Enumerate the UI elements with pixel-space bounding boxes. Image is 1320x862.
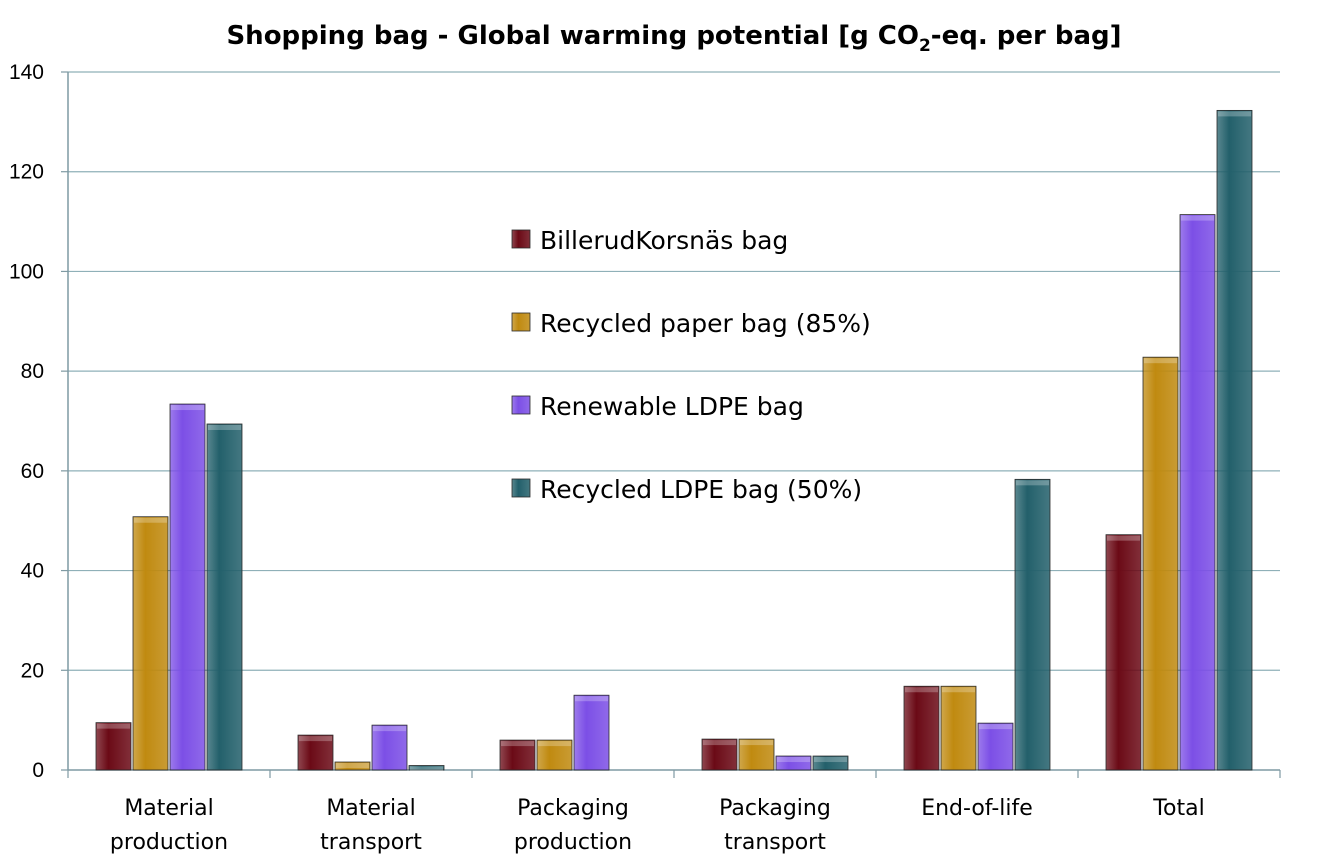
y-tick-label: 100: [9, 260, 44, 283]
bar-cap: [538, 741, 571, 747]
bar: [334, 761, 371, 771]
legend-label: Renewable LDPE bag: [540, 392, 804, 421]
bar-cap: [501, 741, 534, 747]
bar: [297, 734, 334, 771]
legend-swatch: [511, 229, 531, 249]
bar-cap: [373, 726, 406, 732]
x-category-label: Material production: [110, 796, 228, 855]
chart-title: Shopping bag - Global warming potential …: [226, 21, 1121, 56]
bar: [1142, 356, 1179, 771]
bar-cap: [410, 766, 443, 771]
bar: [573, 694, 610, 771]
bar: [132, 516, 169, 771]
title-rest: -eq. per bag]: [931, 21, 1122, 51]
x-category-label: Total: [1152, 796, 1204, 821]
y-tick-label: 0: [32, 759, 44, 782]
y-tick-label: 60: [21, 460, 44, 483]
bar: [1216, 109, 1253, 771]
y-tick-label: 20: [21, 659, 44, 682]
x-category-label: Packaging transport: [719, 796, 831, 855]
bar-cap: [134, 517, 167, 523]
bar-cap: [703, 740, 736, 746]
legend-swatch: [511, 478, 531, 498]
legend-label: BillerudKorsnäs bag: [540, 226, 788, 255]
bar-cap: [905, 687, 938, 693]
legend-swatch: [511, 312, 531, 332]
bar: [95, 722, 132, 771]
legend-label: Recycled LDPE bag (50%): [540, 475, 862, 504]
bar-cap: [1144, 358, 1177, 364]
legend: BillerudKorsnäs bag Recycled paper bag (8…: [511, 226, 871, 504]
axis-labels: 0 20 40 60 80 100 120 140 Material production Mate…: [9, 61, 1205, 855]
legend-label: Recycled paper bag (85%): [540, 309, 871, 338]
title-main: Shopping bag - Global warming potential …: [226, 21, 919, 51]
bar: [536, 739, 573, 771]
bar: [1014, 478, 1051, 771]
bar: [206, 423, 243, 771]
bar-cap: [979, 724, 1012, 730]
bar: [977, 722, 1014, 771]
bar-cap: [777, 757, 810, 763]
bar-cap: [942, 687, 975, 693]
y-tick-label: 140: [9, 61, 44, 84]
bar: [940, 685, 977, 771]
axes: [61, 71, 1281, 778]
title-subscript: 2: [919, 36, 931, 56]
bar-cap: [171, 405, 204, 411]
y-tick-label: 80: [21, 360, 44, 383]
bar: [775, 755, 812, 771]
bar-cap: [97, 723, 130, 729]
legend-swatch: [511, 395, 531, 415]
bar-cap: [1218, 111, 1251, 117]
bar: [499, 739, 536, 771]
y-tick-label: 120: [9, 161, 44, 184]
bars: [95, 109, 1253, 771]
bar-cap: [1181, 215, 1214, 221]
bar: [371, 724, 408, 771]
gridlines: [68, 71, 1280, 771]
x-category-label: End-of-life: [921, 796, 1033, 821]
y-tick-label: 40: [21, 560, 44, 583]
bar-cap: [575, 696, 608, 702]
bar-cap: [1107, 535, 1140, 541]
bar-cap: [1016, 480, 1049, 486]
bar-cap: [336, 763, 369, 769]
bar: [408, 765, 445, 771]
x-category-label: Packaging production: [514, 796, 632, 855]
x-category-label: Material transport: [320, 796, 422, 855]
bar: [738, 738, 775, 771]
bar-cap: [208, 424, 241, 430]
bar-cap: [814, 757, 847, 763]
bar: [1179, 214, 1216, 771]
bar: [812, 755, 849, 771]
bar-cap: [740, 740, 773, 746]
bar: [169, 403, 206, 771]
bar: [701, 738, 738, 771]
bar-cap: [299, 736, 332, 742]
bar: [903, 685, 940, 771]
bar: [1105, 534, 1142, 771]
